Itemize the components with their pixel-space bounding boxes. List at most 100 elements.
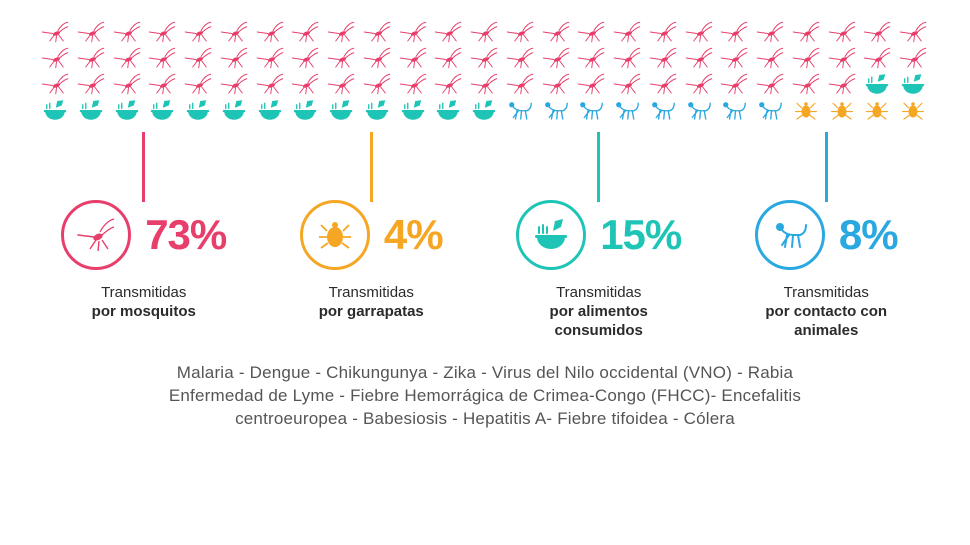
pictogram-mosquito — [76, 20, 106, 44]
pictogram-mosquito — [255, 20, 285, 44]
circle-animal — [755, 200, 825, 270]
percent-value: 4% — [384, 211, 443, 259]
pictogram-mosquito — [40, 20, 70, 44]
pictogram-mosquito — [827, 20, 857, 44]
pictogram-tick — [862, 98, 892, 122]
pictogram-tick — [827, 98, 857, 122]
pictogram-mosquito — [433, 46, 463, 70]
pictogram-mosquito — [684, 72, 714, 96]
pictogram-mosquito — [290, 46, 320, 70]
percent-value: 15% — [600, 211, 681, 259]
pictogram-mosquito — [791, 20, 821, 44]
percent-value: 8% — [839, 211, 898, 259]
pictogram-mosquito — [827, 72, 857, 96]
stat-label: Transmitidas por contacto con animales — [731, 284, 921, 340]
food-icon — [531, 215, 571, 255]
pictogram-mosquito — [290, 20, 320, 44]
pictogram-mosquito — [541, 46, 571, 70]
pictogram-mosquito — [862, 20, 892, 44]
pictogram-mosquito — [112, 46, 142, 70]
stat-mosquito: 73% Transmitidas por mosquitos — [35, 132, 253, 340]
pictogram-food — [898, 72, 928, 96]
pictogram-mosquito — [433, 72, 463, 96]
mosquito-icon — [76, 215, 116, 255]
pictogram-food — [398, 98, 428, 122]
pictogram-food — [326, 98, 356, 122]
pictogram-animal — [648, 98, 678, 122]
pictogram-mosquito — [827, 46, 857, 70]
pictogram-animal — [755, 98, 785, 122]
connector — [825, 132, 828, 202]
pictogram-mosquito — [612, 20, 642, 44]
pictogram-food — [183, 98, 213, 122]
pictogram-mosquito — [112, 72, 142, 96]
pictogram-mosquito — [40, 72, 70, 96]
pictogram-mosquito — [147, 72, 177, 96]
pictogram-mosquito — [326, 20, 356, 44]
pictogram-mosquito — [648, 20, 678, 44]
pictogram-mosquito — [719, 72, 749, 96]
pictogram-food — [433, 98, 463, 122]
pictogram-mosquito — [648, 46, 678, 70]
tick-icon — [315, 215, 355, 255]
pictogram-mosquito — [398, 20, 428, 44]
pictogram-mosquito — [147, 20, 177, 44]
stat-head: 4% — [300, 200, 443, 270]
label-lead: Transmitidas — [556, 284, 641, 301]
pictogram-mosquito — [541, 72, 571, 96]
pictogram-mosquito — [541, 20, 571, 44]
pictogram-mosquito — [362, 20, 392, 44]
pictogram-mosquito — [862, 46, 892, 70]
pictogram-animal — [576, 98, 606, 122]
pictogram-mosquito — [290, 72, 320, 96]
pictogram-mosquito — [183, 72, 213, 96]
stat-label: Transmitidas por garrapatas — [319, 284, 424, 322]
pictogram-mosquito — [219, 46, 249, 70]
label-lead: Transmitidas — [784, 284, 869, 301]
stat-head: 8% — [755, 200, 898, 270]
pictogram-mosquito — [612, 72, 642, 96]
pictogram-mosquito — [469, 46, 499, 70]
connector — [142, 132, 145, 202]
stats-row: 73% Transmitidas por mosquitos 4% Transm… — [30, 132, 940, 340]
animal-icon — [770, 215, 810, 255]
pictogram-mosquito — [398, 72, 428, 96]
pictogram-mosquito — [898, 20, 928, 44]
pictogram-mosquito — [576, 20, 606, 44]
pictogram-mosquito — [576, 72, 606, 96]
pictogram-grid — [40, 20, 930, 122]
stat-label: Transmitidas por mosquitos — [92, 284, 196, 322]
stat-label: Transmitidas por alimentos consumidos — [504, 284, 694, 340]
pictogram-mosquito — [791, 46, 821, 70]
label-lead: Transmitidas — [329, 284, 414, 301]
pictogram-mosquito — [755, 46, 785, 70]
pictogram-food — [255, 98, 285, 122]
circle-food — [516, 200, 586, 270]
pictogram-mosquito — [791, 72, 821, 96]
pictogram-animal — [719, 98, 749, 122]
pictogram-food — [76, 98, 106, 122]
label-bold: por alimentos consumidos — [550, 303, 648, 339]
pictogram-mosquito — [505, 72, 535, 96]
pictogram-mosquito — [576, 46, 606, 70]
stat-head: 73% — [61, 200, 226, 270]
pictogram-mosquito — [612, 46, 642, 70]
label-bold: por mosquitos — [92, 303, 196, 320]
pictogram-animal — [541, 98, 571, 122]
diseases-line: Malaria - Dengue - Chikungunya - Zika - … — [50, 362, 920, 385]
label-bold: por contacto con animales — [765, 303, 887, 339]
connector — [597, 132, 600, 202]
label-lead: Transmitidas — [101, 284, 186, 301]
pictogram-mosquito — [362, 72, 392, 96]
pictogram-food — [469, 98, 499, 122]
stat-food: 15% Transmitidas por alimentos consumido… — [490, 132, 708, 340]
pictogram-mosquito — [505, 20, 535, 44]
label-bold: por garrapatas — [319, 303, 424, 320]
pictogram-mosquito — [219, 20, 249, 44]
pictogram-tick — [898, 98, 928, 122]
pictogram-mosquito — [255, 46, 285, 70]
pictogram-mosquito — [40, 46, 70, 70]
pictogram-mosquito — [684, 20, 714, 44]
pictogram-mosquito — [362, 46, 392, 70]
pictogram-food — [112, 98, 142, 122]
